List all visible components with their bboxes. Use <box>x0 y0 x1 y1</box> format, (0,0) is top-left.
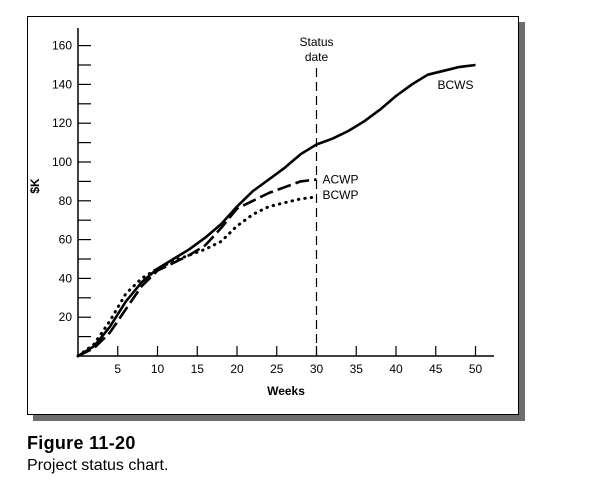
y-tick-label: 80 <box>59 194 73 208</box>
status-date-label-line1: Status <box>299 35 333 49</box>
figure-title: Figure 11-20 <box>27 433 136 453</box>
series-group <box>76 63 476 358</box>
x-ticks: 5 10 15 20 25 30 35 40 45 50 <box>114 346 482 376</box>
y-tick-label: 140 <box>52 77 72 91</box>
status-date-label-line2: date <box>305 50 329 64</box>
y-tick-label: 160 <box>52 39 72 53</box>
y-tick-label: 20 <box>59 310 73 324</box>
series-label-bcws: BCWS <box>438 78 474 92</box>
series-label-acwp: ACWP <box>323 172 359 186</box>
x-axis-label: Weeks <box>267 384 305 398</box>
series-line-bcwp <box>76 195 318 358</box>
x-tick-label: 35 <box>350 362 364 376</box>
x-tick-label: 45 <box>429 362 443 376</box>
series-line-acwp <box>77 178 317 358</box>
x-tick-label: 5 <box>114 362 121 376</box>
x-tick-label: 50 <box>469 362 483 376</box>
x-tick-label: 10 <box>151 362 165 376</box>
series-line-bcws <box>77 63 476 358</box>
x-tick-label: 30 <box>310 362 324 376</box>
chart-frame <box>27 16 519 415</box>
y-tick-label: 100 <box>52 155 72 169</box>
figure-caption: Project status chart. <box>27 457 169 474</box>
y-tick-label: 40 <box>59 271 73 285</box>
y-tick-label: 120 <box>52 116 72 130</box>
series-label-bcwp: BCWP <box>323 188 359 202</box>
axes <box>77 28 494 357</box>
x-tick-label: 15 <box>191 362 205 376</box>
y-axis-label: $K <box>28 178 42 194</box>
x-tick-label: 40 <box>389 362 403 376</box>
y-tick-label: 60 <box>59 233 73 247</box>
x-tick-label: 25 <box>270 362 284 376</box>
x-tick-label: 20 <box>230 362 244 376</box>
y-ticks: 20 40 60 80 100 120 140 160 <box>52 39 91 338</box>
